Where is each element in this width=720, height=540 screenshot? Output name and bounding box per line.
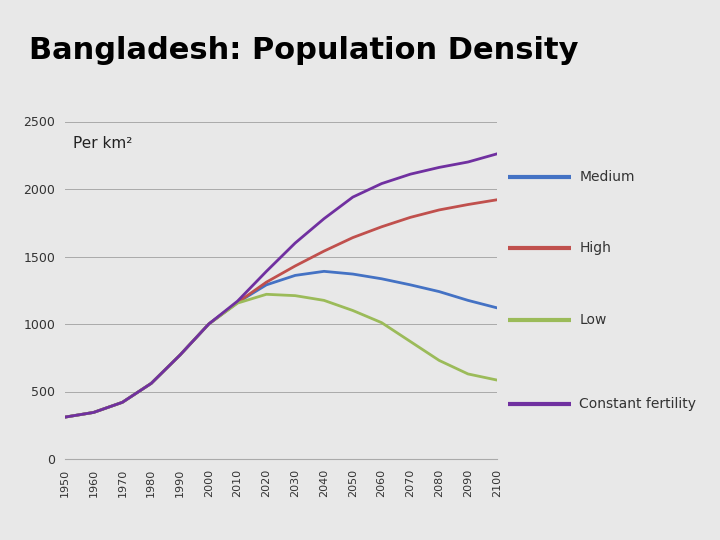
- Text: High: High: [579, 241, 611, 255]
- Text: Medium: Medium: [579, 170, 634, 184]
- Text: Low: Low: [579, 313, 606, 327]
- Text: Constant fertility: Constant fertility: [579, 397, 696, 411]
- Text: Bangladesh: Population Density: Bangladesh: Population Density: [29, 36, 578, 65]
- Text: Per km²: Per km²: [73, 136, 132, 151]
